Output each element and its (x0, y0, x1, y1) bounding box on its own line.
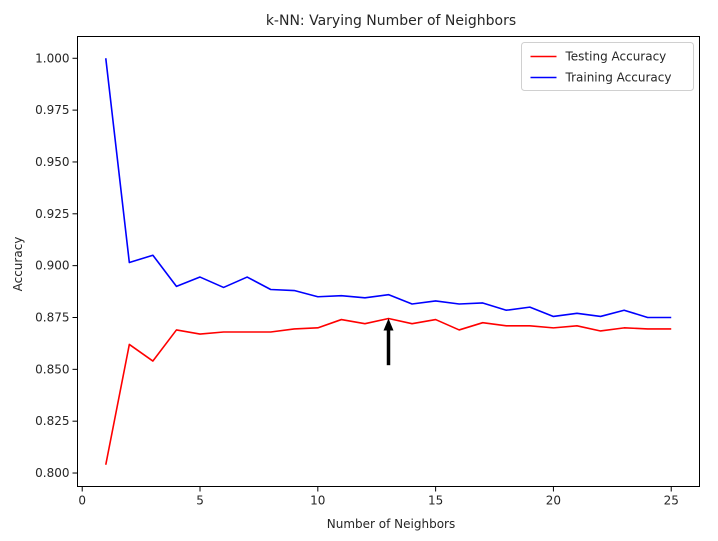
annotation-layer (383, 318, 394, 366)
y-tick-label: 0.850 (35, 362, 69, 376)
x-tick-label: 15 (428, 494, 443, 508)
x-tick-label: 5 (196, 494, 204, 508)
legend-label-testing-accuracy: Testing Accuracy (565, 50, 667, 64)
x-tick-label: 20 (546, 494, 561, 508)
plot-frame (77, 36, 700, 487)
annotation-arrow-head (383, 318, 394, 331)
legend-box (521, 42, 694, 91)
y-axis-ticks: 0.800 0.825 0.850 0.875 0.900 0.925 0.950 0.975… (35, 51, 78, 480)
series-lines (104, 58, 672, 465)
y-axis-label: Accuracy (11, 237, 25, 292)
y-tick-label: 1.000 (35, 51, 69, 65)
series-line-training-accuracy (104, 58, 672, 319)
x-axis-ticks: 0 5 10 15 20 25 (78, 486, 679, 508)
x-tick-label: 25 (664, 494, 679, 508)
x-tick-label: 0 (78, 494, 86, 508)
y-tick-label: 0.975 (35, 103, 69, 117)
y-tick-label: 0.900 (35, 259, 69, 273)
x-tick-label: 10 (310, 494, 325, 508)
y-tick-label: 0.800 (35, 466, 69, 480)
legend-label-training-accuracy: Training Accuracy (565, 71, 672, 85)
y-tick-label: 0.925 (35, 207, 69, 221)
legend: Testing Accuracy Training Accuracy (521, 42, 694, 91)
y-tick-label: 0.825 (35, 414, 69, 428)
y-tick-label: 0.950 (35, 155, 69, 169)
x-axis-label: Number of Neighbors (327, 517, 455, 531)
y-tick-label: 0.875 (35, 310, 69, 324)
chart-title: k-NN: Varying Number of Neighbors (266, 13, 516, 29)
